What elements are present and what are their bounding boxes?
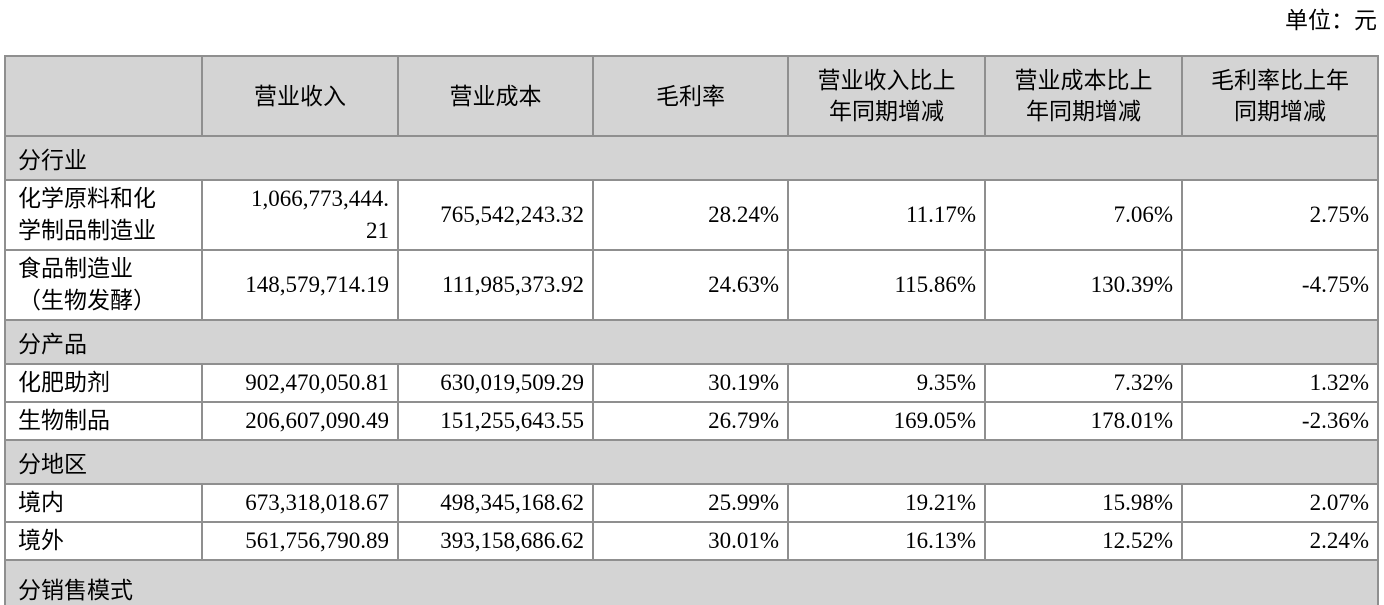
section-title: 分地区 [4,439,1379,485]
column-header: 营业成本 [397,55,594,137]
cost-cell: 111,985,373.92 [397,249,594,321]
cost-cell: 630,019,509.29 [397,363,594,403]
cost-cell: 498,345,168.62 [397,483,594,523]
gross-margin-cell: 24.63% [592,249,789,321]
revenue-yoy-cell: 169.05% [787,401,986,441]
row-label: 化肥助剂 [4,363,203,403]
table-row: 境外 561,756,790.89 393,158,686.62 30.01% 16.1… [4,521,1379,561]
cost-yoy-cell: 15.98% [984,483,1183,523]
section-row: 分地区 [4,439,1379,485]
table-row: 境内 673,318,018.67 498,345,168.62 25.99% 19.2… [4,483,1379,523]
row-label: 化学原料和化学制品制造业 [4,179,203,251]
revenue-yoy-cell: 9.35% [787,363,986,403]
margin-yoy-cell: -2.36% [1181,401,1379,441]
header-row: 营业收入 营业成本 毛利率 营业收入比上年同期增减 营业成本比上年同期增减 毛利率比上年同… [4,55,1379,137]
revenue-cell: 148,579,714.19 [201,249,399,321]
column-header: 毛利率比上年同期增减 [1181,55,1379,137]
cost-yoy-cell: 7.32% [984,363,1183,403]
corner-cell [4,55,203,137]
cost-yoy-cell: 178.01% [984,401,1183,441]
gross-margin-cell: 26.79% [592,401,789,441]
cost-cell: 393,158,686.62 [397,521,594,561]
revenue-cell: 206,607,090.49 [201,401,399,441]
margin-yoy-cell: 2.24% [1181,521,1379,561]
margin-yoy-cell: -4.75% [1181,249,1379,321]
revenue-yoy-cell: 115.86% [787,249,986,321]
cost-yoy-cell: 130.39% [984,249,1183,321]
column-header: 营业收入比上年同期增减 [787,55,986,137]
cost-yoy-cell: 12.52% [984,521,1183,561]
column-header: 营业收入 [201,55,399,137]
cost-cell: 765,542,243.32 [397,179,594,251]
cost-yoy-cell: 7.06% [984,179,1183,251]
unit-label: 单位：元 [1285,8,1377,33]
section-title: 分销售模式 [4,559,1379,605]
gross-margin-cell: 25.99% [592,483,789,523]
row-label: 食品制造业（生物发酵） [4,249,203,321]
margin-yoy-cell: 2.75% [1181,179,1379,251]
revenue-cell: 902,470,050.81 [201,363,399,403]
row-label: 境外 [4,521,203,561]
table-body: 分行业 化学原料和化学制品制造业 1,066,773,444.21 765,542,2… [4,135,1379,605]
table-row: 化学原料和化学制品制造业 1,066,773,444.21 765,542,243.… [4,179,1379,251]
gross-margin-cell: 30.19% [592,363,789,403]
revenue-yoy-cell: 16.13% [787,521,986,561]
margin-yoy-cell: 1.32% [1181,363,1379,403]
table-row: 食品制造业（生物发酵） 148,579,714.19 111,985,373.92 2… [4,249,1379,321]
column-header: 营业成本比上年同期增减 [984,55,1183,137]
section-row: 分行业 [4,135,1379,181]
margin-breakdown-table: 营业收入 营业成本 毛利率 营业收入比上年同期增减 营业成本比上年同期增减 毛利率比上年同… [4,55,1379,605]
column-header: 毛利率 [592,55,789,137]
revenue-cell: 561,756,790.89 [201,521,399,561]
row-label: 境内 [4,483,203,523]
revenue-cell: 1,066,773,444.21 [201,179,399,251]
section-row: 分销售模式 [4,559,1379,605]
revenue-yoy-cell: 11.17% [787,179,986,251]
table-row: 化肥助剂 902,470,050.81 630,019,509.29 30.19% 9.… [4,363,1379,403]
revenue-cell: 673,318,018.67 [201,483,399,523]
revenue-yoy-cell: 19.21% [787,483,986,523]
section-title: 分产品 [4,319,1379,365]
margin-yoy-cell: 2.07% [1181,483,1379,523]
gross-margin-cell: 30.01% [592,521,789,561]
gross-margin-cell: 28.24% [592,179,789,251]
section-title: 分行业 [4,135,1379,181]
cost-cell: 151,255,643.55 [397,401,594,441]
row-label: 生物制品 [4,401,203,441]
table-row: 生物制品 206,607,090.49 151,255,643.55 26.79% 16… [4,401,1379,441]
section-row: 分产品 [4,319,1379,365]
